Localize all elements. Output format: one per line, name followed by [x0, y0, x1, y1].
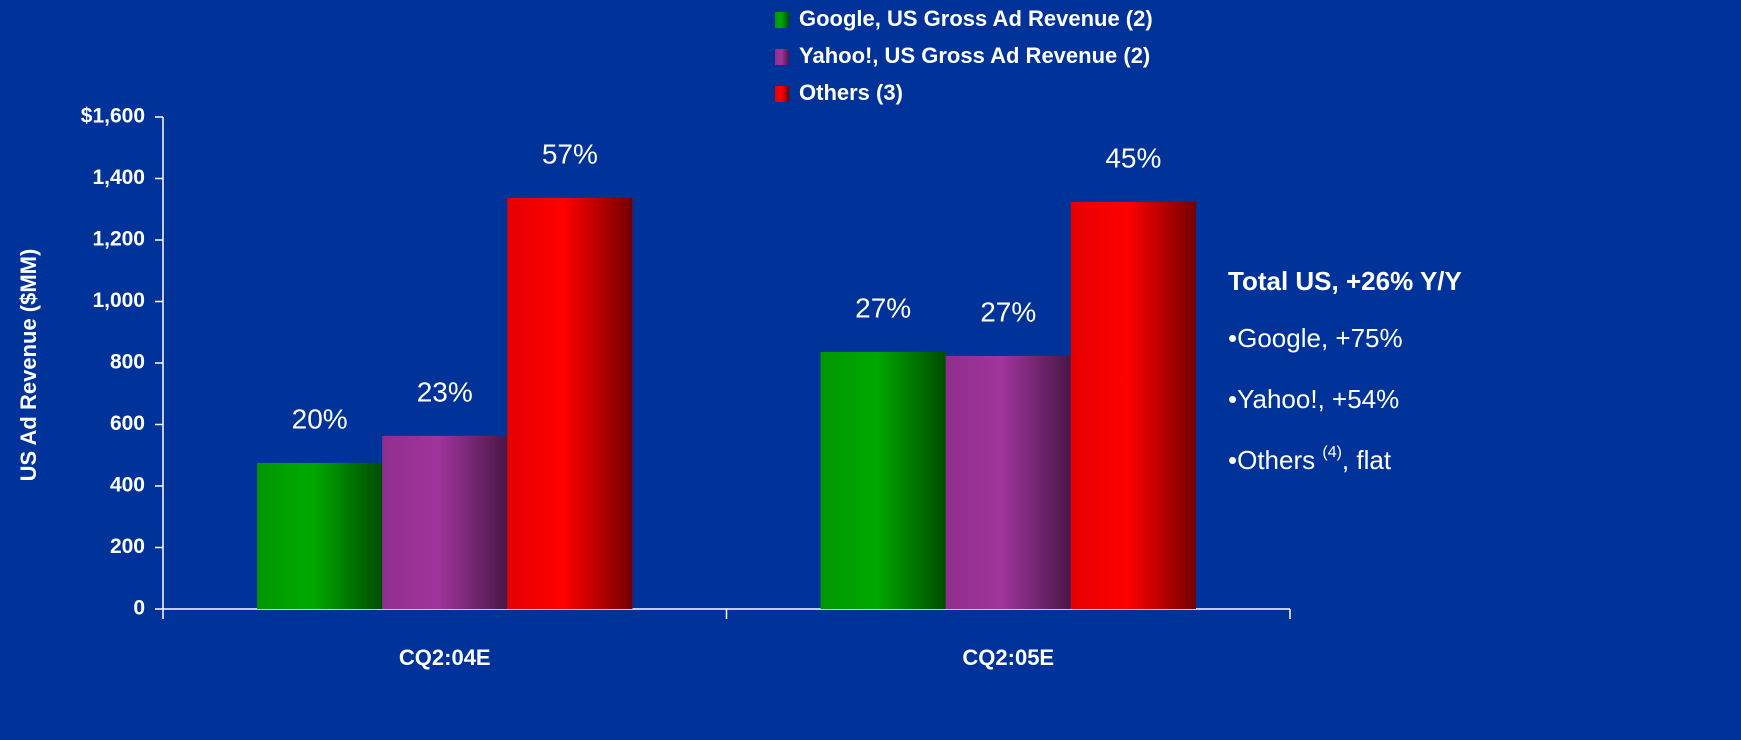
- data-label: 27%: [980, 296, 1036, 327]
- note-text: •Yahoo!, +54%: [1228, 384, 1399, 414]
- note-superscript: (4): [1322, 444, 1342, 461]
- y-axis-label: US Ad Revenue ($MM): [16, 249, 41, 482]
- x-tick-label: CQ2:04E: [399, 645, 491, 670]
- legend-label: Others (3): [799, 80, 903, 105]
- data-label: 20%: [292, 403, 348, 434]
- note-item: •Yahoo!, +54%: [1228, 384, 1399, 414]
- bar: [382, 435, 508, 609]
- legend-swatch-shading: [775, 86, 789, 102]
- y-tick-label: 800: [110, 351, 145, 374]
- note-text: •Google, +75%: [1228, 323, 1403, 353]
- y-tick-label: 200: [110, 535, 145, 558]
- y-tick-label: 0: [133, 597, 145, 620]
- y-tick-label: 1,400: [92, 166, 145, 189]
- y-tick-label: 600: [110, 412, 145, 435]
- bar: [820, 351, 946, 609]
- y-tick-label: 1,000: [92, 289, 145, 312]
- note-text: •Others: [1228, 445, 1322, 475]
- y-tick-label: $1,600: [81, 105, 145, 128]
- x-tick-label: CQ2:05E: [962, 645, 1054, 670]
- bar: [945, 355, 1071, 609]
- legend-label: Yahoo!, US Gross Ad Revenue (2): [799, 43, 1150, 68]
- data-label: 23%: [417, 376, 473, 407]
- legend-swatch-shading: [775, 49, 789, 65]
- data-label: 45%: [1105, 142, 1161, 173]
- note-text: , flat: [1342, 445, 1392, 475]
- note-title: Total US, +26% Y/Y: [1228, 266, 1462, 296]
- bar: [507, 197, 633, 609]
- legend-label: Google, US Gross Ad Revenue (2): [799, 6, 1153, 31]
- note-item: •Google, +75%: [1228, 323, 1403, 353]
- data-label: 27%: [855, 292, 911, 323]
- legend-swatch-shading: [775, 12, 789, 28]
- bar: [257, 462, 383, 609]
- bar: [1070, 201, 1196, 609]
- note-item: •Others (4), flat: [1228, 444, 1392, 475]
- y-tick-label: 1,200: [92, 228, 145, 251]
- data-label: 57%: [542, 138, 598, 169]
- y-tick-label: 400: [110, 474, 145, 497]
